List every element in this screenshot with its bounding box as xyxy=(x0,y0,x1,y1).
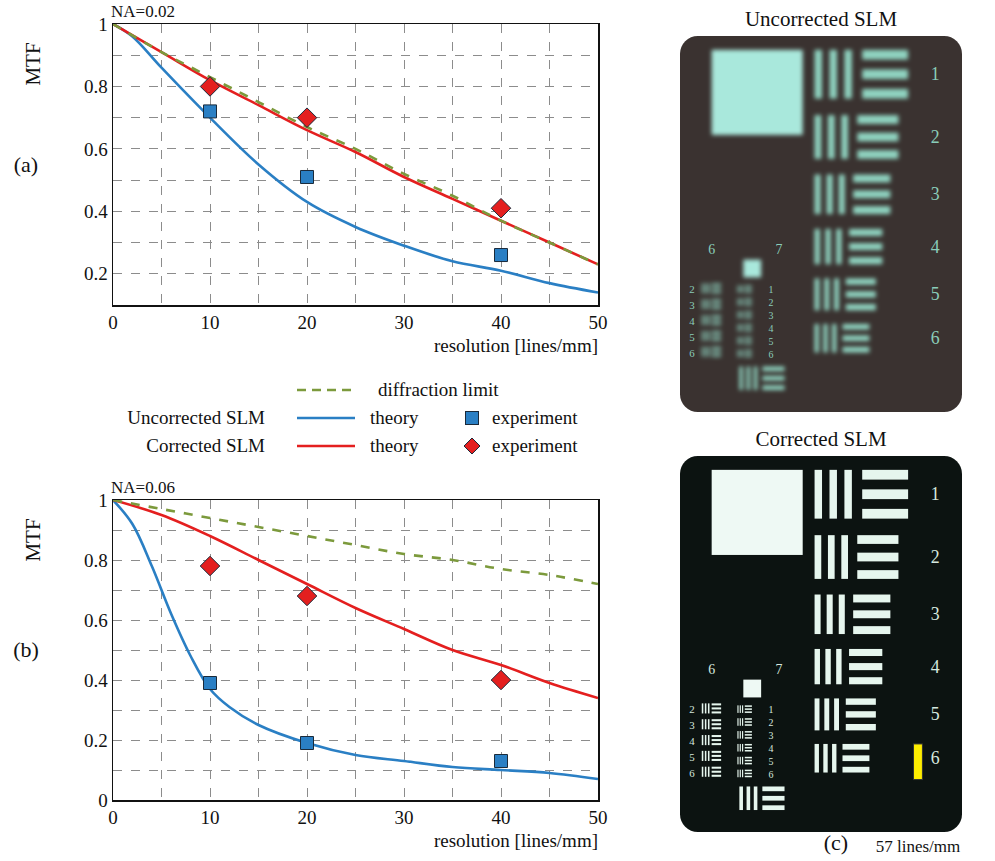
svg-text:6: 6 xyxy=(769,769,774,780)
svg-text:6: 6 xyxy=(689,767,695,779)
svg-text:0.8: 0.8 xyxy=(84,76,108,97)
svg-text:3: 3 xyxy=(689,299,695,311)
svg-text:4: 4 xyxy=(931,237,940,257)
svg-text:1: 1 xyxy=(769,284,774,295)
svg-text:7: 7 xyxy=(775,662,782,677)
svg-text:6: 6 xyxy=(708,662,715,677)
svg-text:0: 0 xyxy=(98,790,108,811)
svg-text:3: 3 xyxy=(689,719,695,731)
svg-text:50: 50 xyxy=(589,312,608,333)
svg-text:5: 5 xyxy=(689,751,695,763)
svg-text:0: 0 xyxy=(108,312,118,333)
svg-text:6: 6 xyxy=(931,748,940,768)
svg-text:5: 5 xyxy=(689,331,695,343)
svg-text:1: 1 xyxy=(931,64,940,84)
svg-text:2: 2 xyxy=(931,547,940,567)
svg-text:3: 3 xyxy=(769,730,774,741)
svg-text:7: 7 xyxy=(775,242,782,257)
svg-text:2: 2 xyxy=(769,717,774,728)
svg-text:(c): (c) xyxy=(824,830,848,855)
svg-text:6: 6 xyxy=(769,349,774,360)
svg-text:0.4: 0.4 xyxy=(84,670,108,691)
svg-text:3: 3 xyxy=(931,604,940,624)
svg-text:0.6: 0.6 xyxy=(84,610,108,631)
svg-text:diffraction limit: diffraction limit xyxy=(378,379,499,400)
svg-text:5: 5 xyxy=(931,284,940,304)
svg-text:experiment: experiment xyxy=(492,435,578,456)
svg-text:5: 5 xyxy=(769,336,774,347)
svg-text:0: 0 xyxy=(108,807,118,828)
svg-text:10: 10 xyxy=(201,312,220,333)
svg-text:57 lines/mm: 57 lines/mm xyxy=(876,837,961,856)
svg-text:40: 40 xyxy=(492,807,511,828)
svg-text:NA=0.02: NA=0.02 xyxy=(111,2,175,21)
svg-text:3: 3 xyxy=(931,184,940,204)
svg-text:2: 2 xyxy=(689,283,694,295)
svg-text:2: 2 xyxy=(931,127,940,147)
svg-text:1: 1 xyxy=(98,490,108,511)
svg-text:0.2: 0.2 xyxy=(84,730,108,751)
svg-text:resolution [lines/mm]: resolution [lines/mm] xyxy=(434,335,598,356)
svg-text:0.4: 0.4 xyxy=(84,201,108,222)
svg-text:6: 6 xyxy=(689,347,695,359)
svg-text:1: 1 xyxy=(931,484,940,504)
svg-text:MTF: MTF xyxy=(21,518,45,561)
svg-text:NA=0.06: NA=0.06 xyxy=(111,478,175,497)
svg-text:2: 2 xyxy=(689,703,694,715)
svg-text:2: 2 xyxy=(769,297,774,308)
svg-text:6: 6 xyxy=(931,328,940,348)
svg-text:4: 4 xyxy=(689,315,695,327)
svg-text:4: 4 xyxy=(769,323,774,334)
svg-text:4: 4 xyxy=(689,735,695,747)
svg-text:0.8: 0.8 xyxy=(84,550,108,571)
svg-text:10: 10 xyxy=(201,807,220,828)
svg-text:(a): (a) xyxy=(14,152,38,177)
svg-text:0.6: 0.6 xyxy=(84,139,108,160)
svg-text:1: 1 xyxy=(769,704,774,715)
svg-text:theory: theory xyxy=(370,407,419,428)
svg-text:Uncorrected SLM: Uncorrected SLM xyxy=(127,407,265,428)
svg-text:1: 1 xyxy=(98,14,108,35)
svg-text:resolution [lines/mm]: resolution [lines/mm] xyxy=(434,830,598,851)
svg-text:Uncorrected SLM: Uncorrected SLM xyxy=(745,7,898,31)
svg-text:experiment: experiment xyxy=(492,407,578,428)
svg-text:5: 5 xyxy=(769,756,774,767)
svg-text:4: 4 xyxy=(769,743,774,754)
svg-text:6: 6 xyxy=(708,242,715,257)
svg-text:50: 50 xyxy=(589,807,608,828)
svg-text:20: 20 xyxy=(298,807,317,828)
svg-text:20: 20 xyxy=(298,312,317,333)
svg-text:0.2: 0.2 xyxy=(84,263,108,284)
svg-text:3: 3 xyxy=(769,310,774,321)
svg-text:theory: theory xyxy=(370,435,419,456)
svg-text:5: 5 xyxy=(931,704,940,724)
svg-text:4: 4 xyxy=(931,657,940,677)
svg-text:Corrected SLM: Corrected SLM xyxy=(146,435,265,456)
svg-text:MTF: MTF xyxy=(21,42,45,85)
svg-text:40: 40 xyxy=(492,312,511,333)
svg-text:30: 30 xyxy=(395,807,414,828)
svg-text:(b): (b) xyxy=(13,637,39,662)
svg-text:30: 30 xyxy=(395,312,414,333)
svg-text:Corrected SLM: Corrected SLM xyxy=(755,427,887,451)
